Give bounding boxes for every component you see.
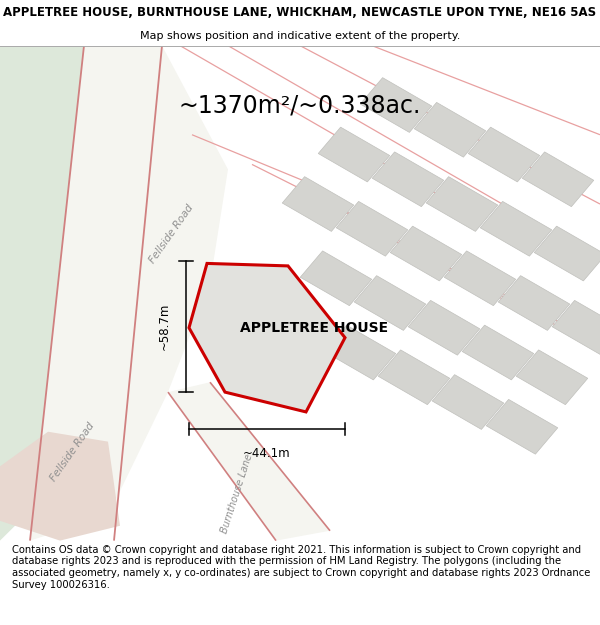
Polygon shape (426, 177, 498, 231)
Text: Burnthouse Lane: Burnthouse Lane (220, 452, 254, 534)
Polygon shape (30, 46, 228, 541)
Polygon shape (318, 127, 390, 182)
Polygon shape (516, 350, 588, 404)
Polygon shape (498, 276, 570, 331)
Text: Contains OS data © Crown copyright and database right 2021. This information is : Contains OS data © Crown copyright and d… (12, 545, 590, 589)
Polygon shape (390, 226, 462, 281)
Polygon shape (468, 127, 540, 182)
Text: ~1370m²/~0.338ac.: ~1370m²/~0.338ac. (179, 93, 421, 117)
Polygon shape (168, 382, 330, 541)
Text: Fellside Road: Fellside Road (48, 420, 96, 482)
Polygon shape (414, 102, 486, 157)
Polygon shape (324, 325, 396, 380)
Text: ~58.7m: ~58.7m (158, 303, 171, 350)
Polygon shape (189, 263, 345, 412)
Polygon shape (372, 152, 444, 207)
Text: ~44.1m: ~44.1m (243, 447, 291, 459)
Polygon shape (0, 46, 168, 541)
Text: Map shows position and indicative extent of the property.: Map shows position and indicative extent… (140, 31, 460, 41)
Polygon shape (408, 301, 480, 355)
Polygon shape (300, 251, 372, 306)
Polygon shape (354, 276, 426, 331)
Polygon shape (552, 301, 600, 355)
Polygon shape (486, 399, 558, 454)
Polygon shape (0, 432, 120, 541)
Polygon shape (444, 251, 516, 306)
Polygon shape (378, 350, 450, 404)
Polygon shape (432, 374, 504, 429)
Polygon shape (462, 325, 534, 380)
Polygon shape (522, 152, 594, 207)
Polygon shape (336, 201, 408, 256)
Polygon shape (360, 78, 432, 132)
Text: Fellside Road: Fellside Road (147, 202, 195, 265)
Text: APPLETREE HOUSE, BURNTHOUSE LANE, WHICKHAM, NEWCASTLE UPON TYNE, NE16 5AS: APPLETREE HOUSE, BURNTHOUSE LANE, WHICKH… (4, 6, 596, 19)
Polygon shape (480, 201, 552, 256)
Text: APPLETREE HOUSE: APPLETREE HOUSE (240, 321, 388, 335)
Polygon shape (534, 226, 600, 281)
Polygon shape (282, 177, 354, 231)
